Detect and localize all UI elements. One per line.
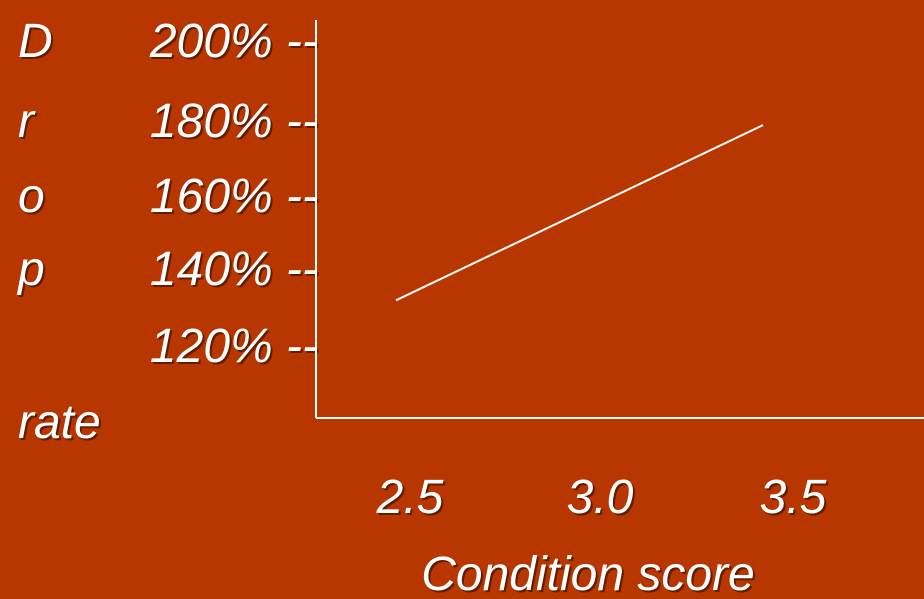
y-tick-label: 180% -- [150,95,318,148]
x-tick-label: 2.5 [376,471,444,524]
y-axis-label-letter: p [16,243,45,296]
y-tick-label: 120% -- [150,320,318,373]
y-axis-label-letter: rate [18,396,101,449]
axes-group [315,20,924,419]
y-axis-label-letter: o [18,170,45,223]
series-line [395,124,764,302]
y-axis-label-letter: r [18,95,36,148]
y-tick-label: 140% -- [150,243,318,296]
y-tick-label: 200% -- [149,15,318,68]
x-tick-label: 3.0 [567,471,634,524]
series-group [395,124,764,302]
x-tick-group: 2.5 3.0 3.5 [376,471,827,524]
y-tick-label: 160% -- [150,170,318,223]
y-tick-group: 200% -- 180% -- 160% -- 140% -- 120% -- [149,15,318,373]
y-axis-label-letter: D [18,15,53,68]
x-tick-label: 3.5 [760,471,827,524]
x-axis-title: Condition score [421,548,755,599]
